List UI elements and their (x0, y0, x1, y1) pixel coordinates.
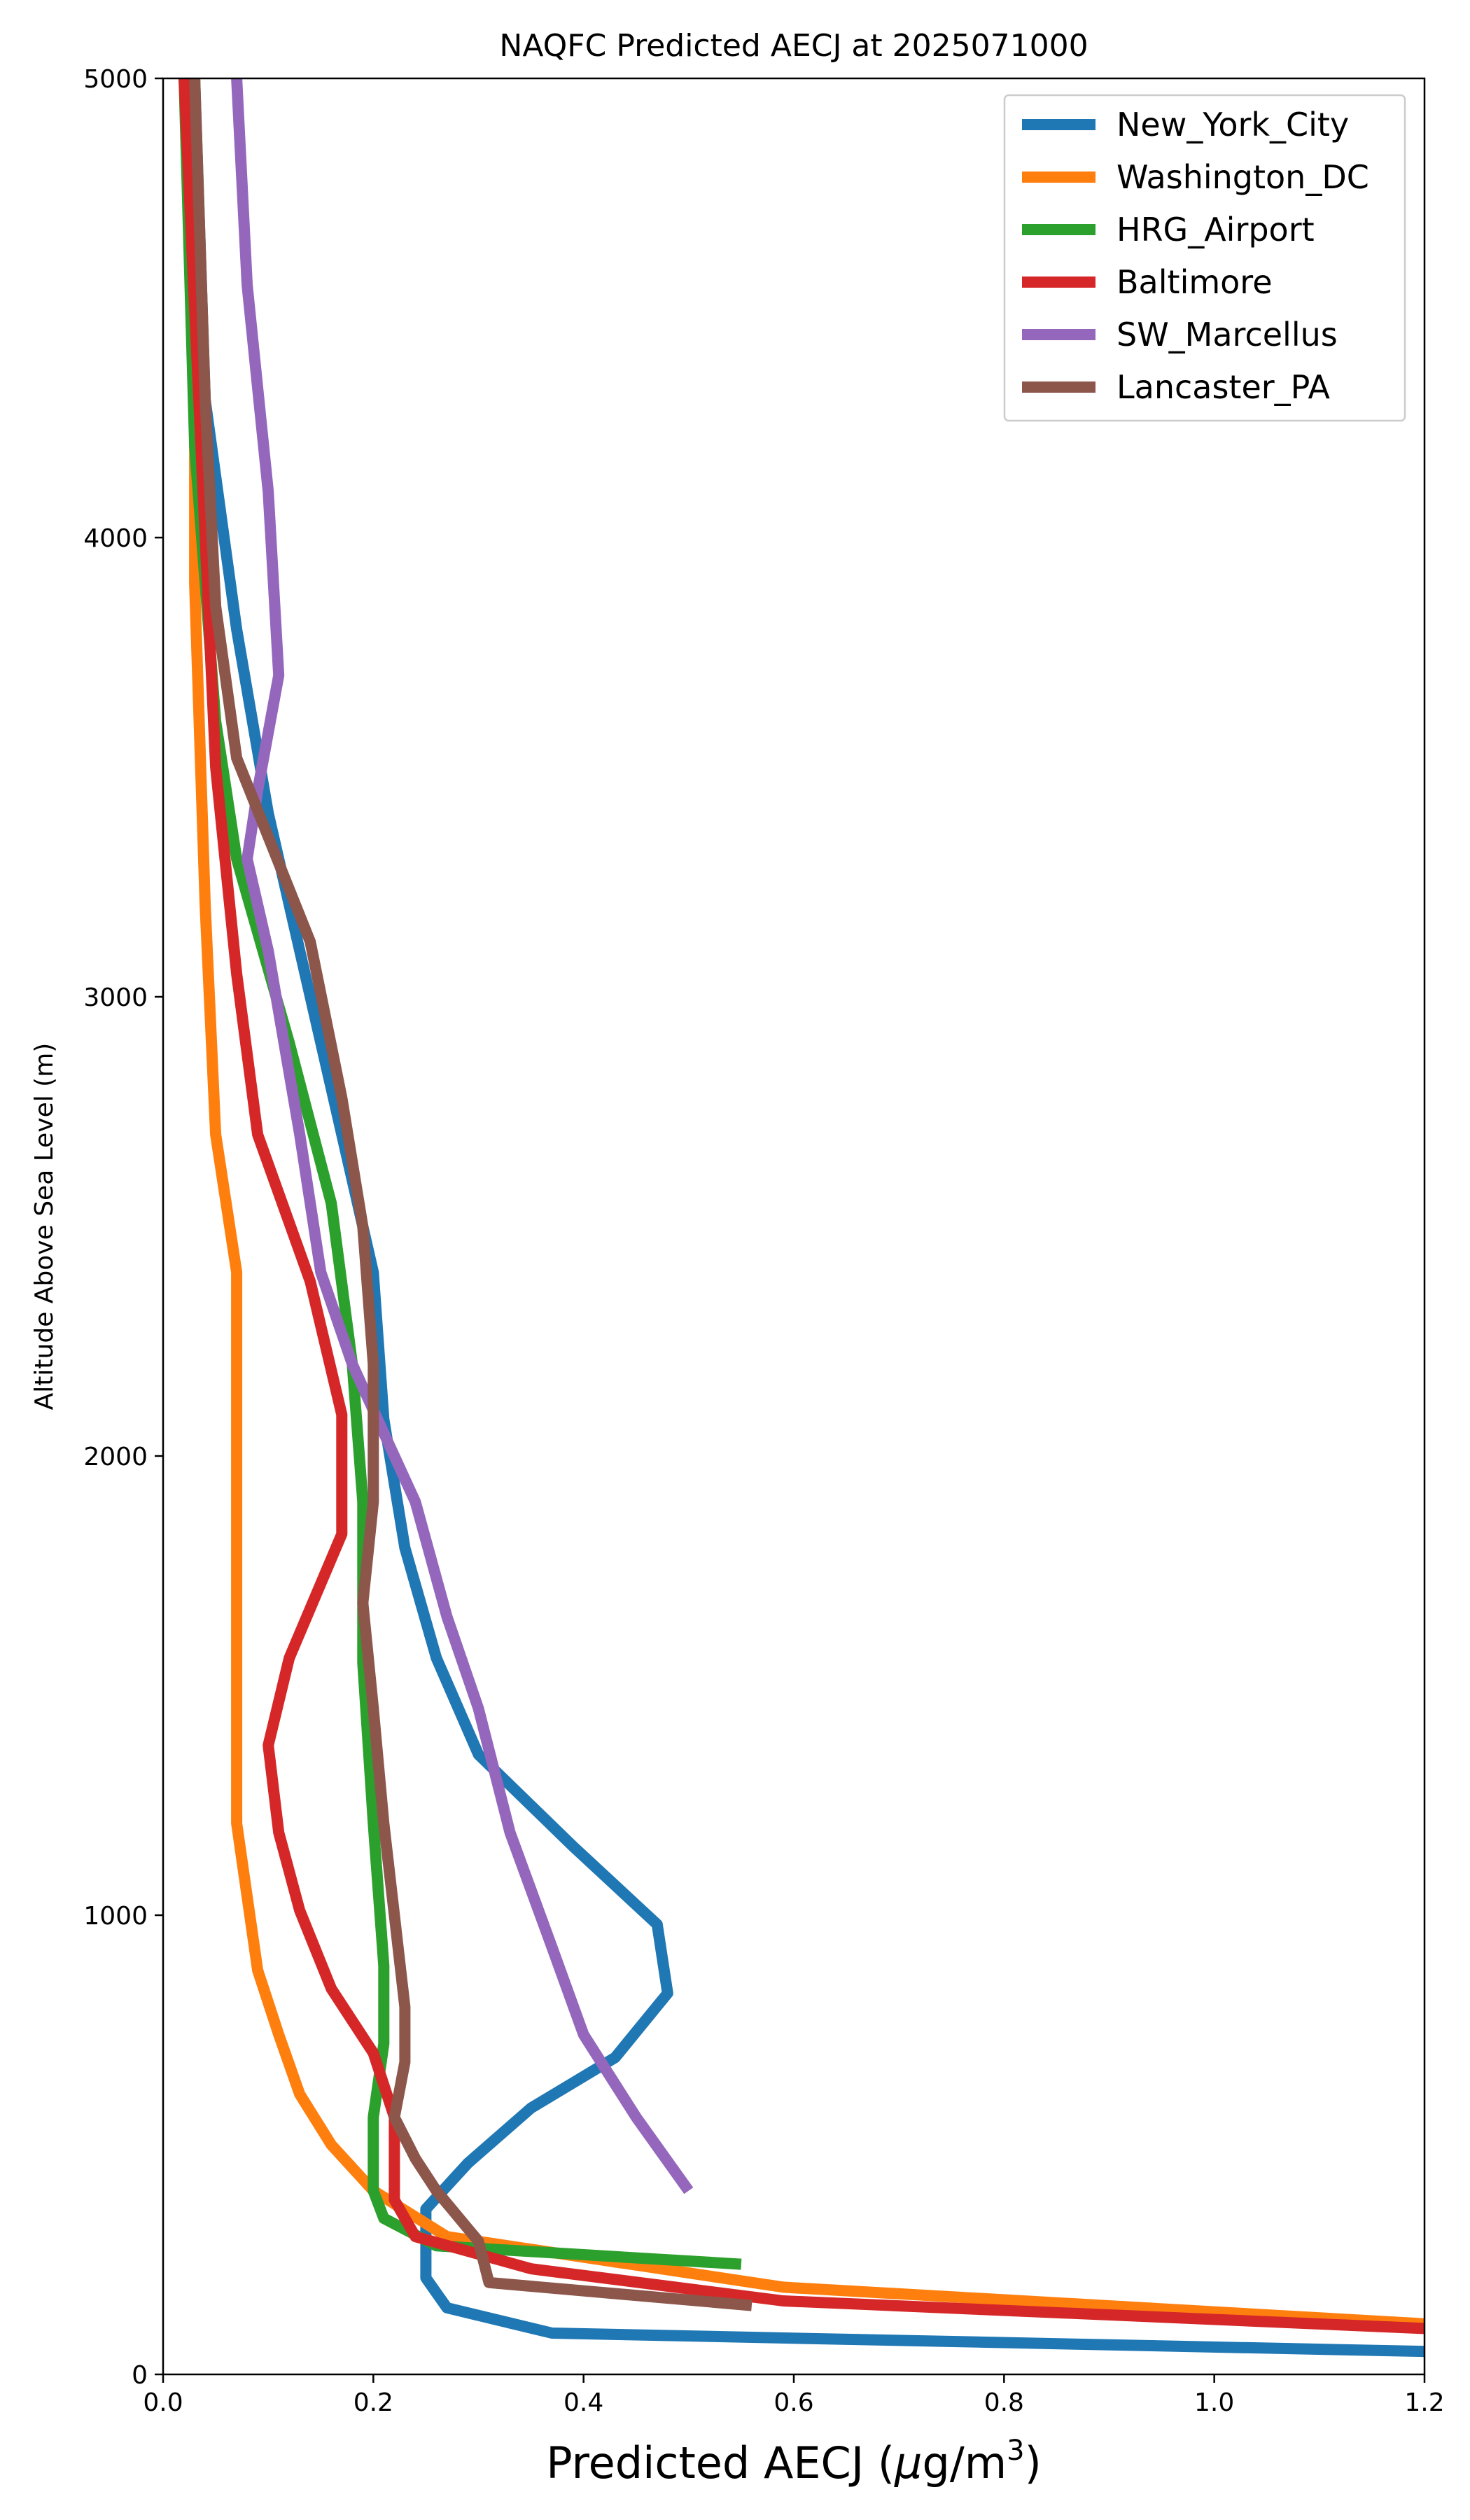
y-tick-label: 4000 (83, 524, 148, 553)
x-tick-label: 0.0 (143, 2388, 183, 2417)
x-axis-label: Predicted AECJ (μg/m3) (546, 2435, 1042, 2488)
series-line-new-york-city (189, 78, 1424, 2358)
y-tick-label: 0 (132, 2361, 148, 2390)
y-axis: 0 1000 2000 3000 4000 5000 (83, 65, 163, 2390)
x-axis-label-mu: μ (894, 2437, 922, 2488)
x-tick-label: 0.2 (354, 2388, 393, 2417)
x-tick-label: 0.6 (774, 2388, 813, 2417)
x-axis-label-main: Predicted AECJ ( (546, 2437, 895, 2488)
legend-label: HRG_Airport (1116, 211, 1315, 248)
legend-label: Lancaster_PA (1116, 368, 1330, 406)
x-tick-label: 1.2 (1404, 2388, 1444, 2417)
y-tick-label: 1000 (83, 1902, 148, 1931)
legend-label: Baltimore (1116, 263, 1273, 301)
legend-label: New_York_City (1116, 106, 1349, 144)
legend: New_York_City Washington_DC HRG_Airport Bal… (1003, 94, 1406, 422)
chart-title: NAQFC Predicted AECJ at 2025071000 (499, 28, 1088, 64)
legend-box (1003, 94, 1406, 422)
y-tick-label: 2000 (83, 1443, 148, 1471)
y-axis-label: Altitude Above Sea Level (m) (30, 1043, 59, 1410)
x-axis-label-unit: g/m (922, 2437, 1007, 2488)
x-axis-label-close: ) (1025, 2437, 1042, 2488)
x-axis-label-superscript: 3 (1007, 2435, 1024, 2467)
series-layer (178, 78, 1424, 2358)
x-tick-label: 0.8 (984, 2388, 1024, 2417)
series-line-sw-marcellus (231, 78, 694, 2194)
series-line-hrg-airport (178, 78, 742, 2270)
x-tick-label: 0.4 (564, 2388, 603, 2417)
series-line-baltimore (178, 78, 1424, 2334)
y-tick-label: 5000 (83, 65, 148, 94)
series-line-lancaster-pa (189, 78, 752, 2311)
x-axis: 0.0 0.2 0.4 0.6 0.8 1.0 1.2 (143, 2374, 1445, 2417)
legend-label: SW_Marcellus (1116, 316, 1338, 354)
y-tick-label: 3000 (83, 983, 148, 1012)
x-tick-label: 1.0 (1194, 2388, 1234, 2417)
legend-label: Washington_DC (1116, 158, 1369, 196)
